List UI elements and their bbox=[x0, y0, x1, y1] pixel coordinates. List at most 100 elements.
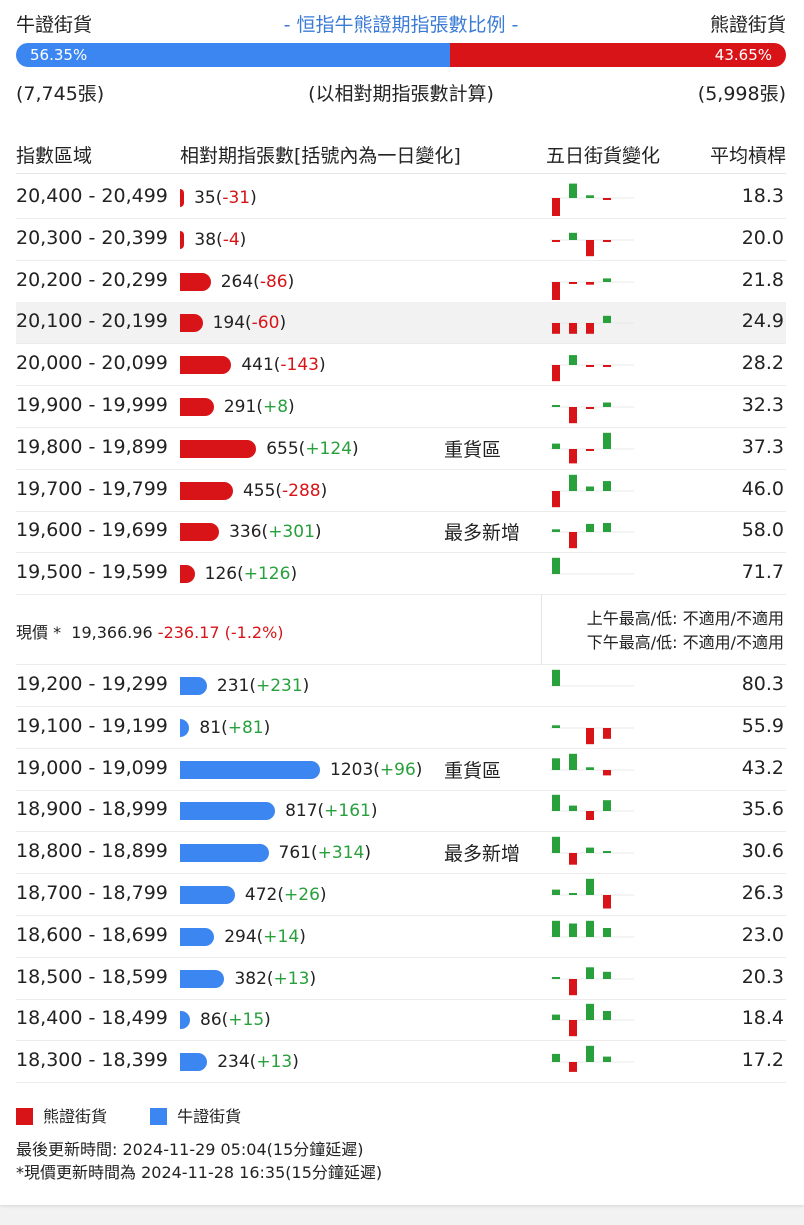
count-value: 264 bbox=[220, 271, 254, 292]
row-tag: 重貨區 bbox=[444, 438, 502, 461]
sparkline-bar bbox=[586, 727, 594, 744]
header-range: 指數區域 bbox=[16, 145, 93, 167]
sparkline-bar bbox=[603, 198, 611, 200]
one-day-change: +26 bbox=[284, 885, 320, 905]
sparkline-bar bbox=[586, 365, 594, 368]
sparkline-bar bbox=[552, 976, 560, 979]
sparkline-bar bbox=[603, 769, 611, 775]
table-row: 18,800 - 18,899 761(+314) 最多新增 30.6 bbox=[16, 832, 786, 875]
header-contracts: 相對期指張數[括號內為一日變化] bbox=[180, 145, 461, 167]
sparkline-bar bbox=[569, 1062, 577, 1073]
sparkline-bar bbox=[603, 971, 611, 979]
sparkline-bar bbox=[552, 365, 560, 382]
contracts-bar bbox=[180, 481, 233, 500]
one-day-change: -86 bbox=[259, 271, 288, 292]
five-day-sparkline bbox=[550, 795, 634, 821]
contracts-count: 761(+314) bbox=[278, 843, 371, 864]
table-row: 19,500 - 19,599 126(+126) 71.7 bbox=[16, 553, 786, 596]
contracts-count: 194(-60) bbox=[212, 313, 287, 334]
current-price: 現價 * 19,366.96 -236.17 (-1.2%) bbox=[16, 619, 284, 643]
avg-leverage: 26.3 bbox=[741, 882, 784, 904]
sparkline-bar bbox=[569, 183, 577, 198]
header-five-day: 五日街貨變化 bbox=[546, 145, 661, 167]
avg-leverage: 80.3 bbox=[741, 673, 784, 695]
five-day-sparkline bbox=[550, 753, 634, 775]
count-value: 441 bbox=[241, 355, 274, 376]
sparkline-bar bbox=[552, 725, 560, 728]
one-day-change: +126 bbox=[243, 564, 291, 585]
sparkline-bar bbox=[552, 323, 560, 335]
count-value: 382 bbox=[234, 968, 267, 989]
sparkline-bar bbox=[552, 490, 560, 507]
avg-leverage: 30.6 bbox=[741, 840, 784, 863]
count-value: 81 bbox=[199, 717, 222, 738]
sparkline-bar bbox=[586, 1004, 594, 1021]
count-value: 455 bbox=[242, 480, 276, 501]
sparkline-bar bbox=[603, 432, 611, 449]
five-day-sparkline bbox=[550, 920, 634, 938]
sparkline-bar bbox=[552, 529, 560, 533]
count-value: 294 bbox=[224, 926, 257, 947]
contracts-bar bbox=[180, 1053, 208, 1072]
row-range: 20,300 - 20,399 bbox=[16, 226, 168, 249]
bear-total-count: (5,998張) bbox=[697, 83, 786, 105]
avg-leverage: 71.7 bbox=[741, 561, 784, 584]
contracts-count: 382(+13) bbox=[234, 968, 317, 989]
contracts-bar bbox=[180, 398, 214, 416]
sparkline-bar bbox=[603, 1056, 611, 1063]
contracts-count: 86(+15) bbox=[200, 1010, 271, 1031]
row-range: 18,600 - 18,699 bbox=[16, 923, 168, 946]
sparkline-bar bbox=[586, 847, 594, 854]
contracts-bar bbox=[180, 1011, 190, 1030]
sparkline-bar bbox=[603, 727, 611, 739]
bear-ratio-fill: 43.65% bbox=[449, 43, 786, 67]
row-range: 19,000 - 19,099 bbox=[16, 756, 168, 779]
one-day-change: +13 bbox=[273, 968, 310, 989]
bull-total-count: (7,745張) bbox=[16, 83, 105, 105]
row-range: 19,100 - 19,199 bbox=[16, 714, 168, 737]
count-value: 1203 bbox=[330, 759, 374, 780]
avg-leverage: 18.4 bbox=[741, 1007, 784, 1030]
row-range: 19,900 - 19,999 bbox=[16, 394, 168, 416]
contracts-count: 35(-31) bbox=[194, 188, 257, 208]
sparkline-bar bbox=[552, 1014, 560, 1021]
row-range: 19,200 - 19,299 bbox=[16, 673, 168, 695]
contracts-bar bbox=[180, 314, 203, 333]
sparkline-bar bbox=[569, 232, 577, 240]
sparkline-bar bbox=[569, 853, 577, 865]
one-day-change: +14 bbox=[263, 926, 300, 947]
row-range: 18,500 - 18,599 bbox=[16, 965, 168, 988]
one-day-change: +15 bbox=[228, 1010, 265, 1031]
sparkline-bar bbox=[552, 1054, 560, 1063]
contracts-count: 1203(+96) bbox=[330, 759, 423, 780]
contracts-count: 472(+26) bbox=[244, 885, 327, 905]
contracts-count: 441(-143) bbox=[241, 355, 326, 376]
avg-leverage: 21.8 bbox=[741, 268, 784, 291]
row-range: 18,700 - 18,799 bbox=[16, 882, 168, 904]
sparkline-bar bbox=[603, 365, 611, 368]
one-day-change: -4 bbox=[222, 229, 240, 250]
sparkline-bar bbox=[552, 405, 560, 407]
count-value: 655 bbox=[266, 438, 299, 459]
row-range: 19,700 - 19,799 bbox=[16, 477, 168, 500]
five-day-sparkline bbox=[550, 432, 634, 464]
one-day-change: +13 bbox=[256, 1052, 293, 1073]
legend-bear-label: 熊證街貨 bbox=[43, 1107, 108, 1126]
sparkline-bar bbox=[569, 753, 577, 770]
sparkline-bar bbox=[552, 557, 560, 575]
page-title: - 恒指牛熊證期指張數比例 - bbox=[283, 14, 519, 36]
one-day-change: +124 bbox=[305, 438, 353, 459]
contracts-bar bbox=[180, 760, 320, 779]
row-range: 19,800 - 19,899 bbox=[16, 435, 168, 458]
count-value: 472 bbox=[244, 885, 278, 905]
sparkline-bar bbox=[603, 523, 611, 533]
five-day-sparkline bbox=[550, 316, 634, 335]
avg-leverage: 37.3 bbox=[741, 435, 784, 458]
ratio-header: 牛證街貨 - 恒指牛熊證期指張數比例 - 熊證街貨 bbox=[16, 10, 786, 38]
legend-bear: 熊證街貨 bbox=[16, 1103, 107, 1127]
row-range: 19,500 - 19,599 bbox=[16, 561, 168, 584]
table-row: 19,800 - 19,899 655(+124) 重貨區 37.3 bbox=[16, 428, 786, 470]
table-row: 18,900 - 18,999 817(+161) 35.6 bbox=[16, 790, 786, 833]
calc-note: (以相對期指張數計算) bbox=[308, 83, 494, 105]
contracts-bar bbox=[180, 523, 220, 542]
